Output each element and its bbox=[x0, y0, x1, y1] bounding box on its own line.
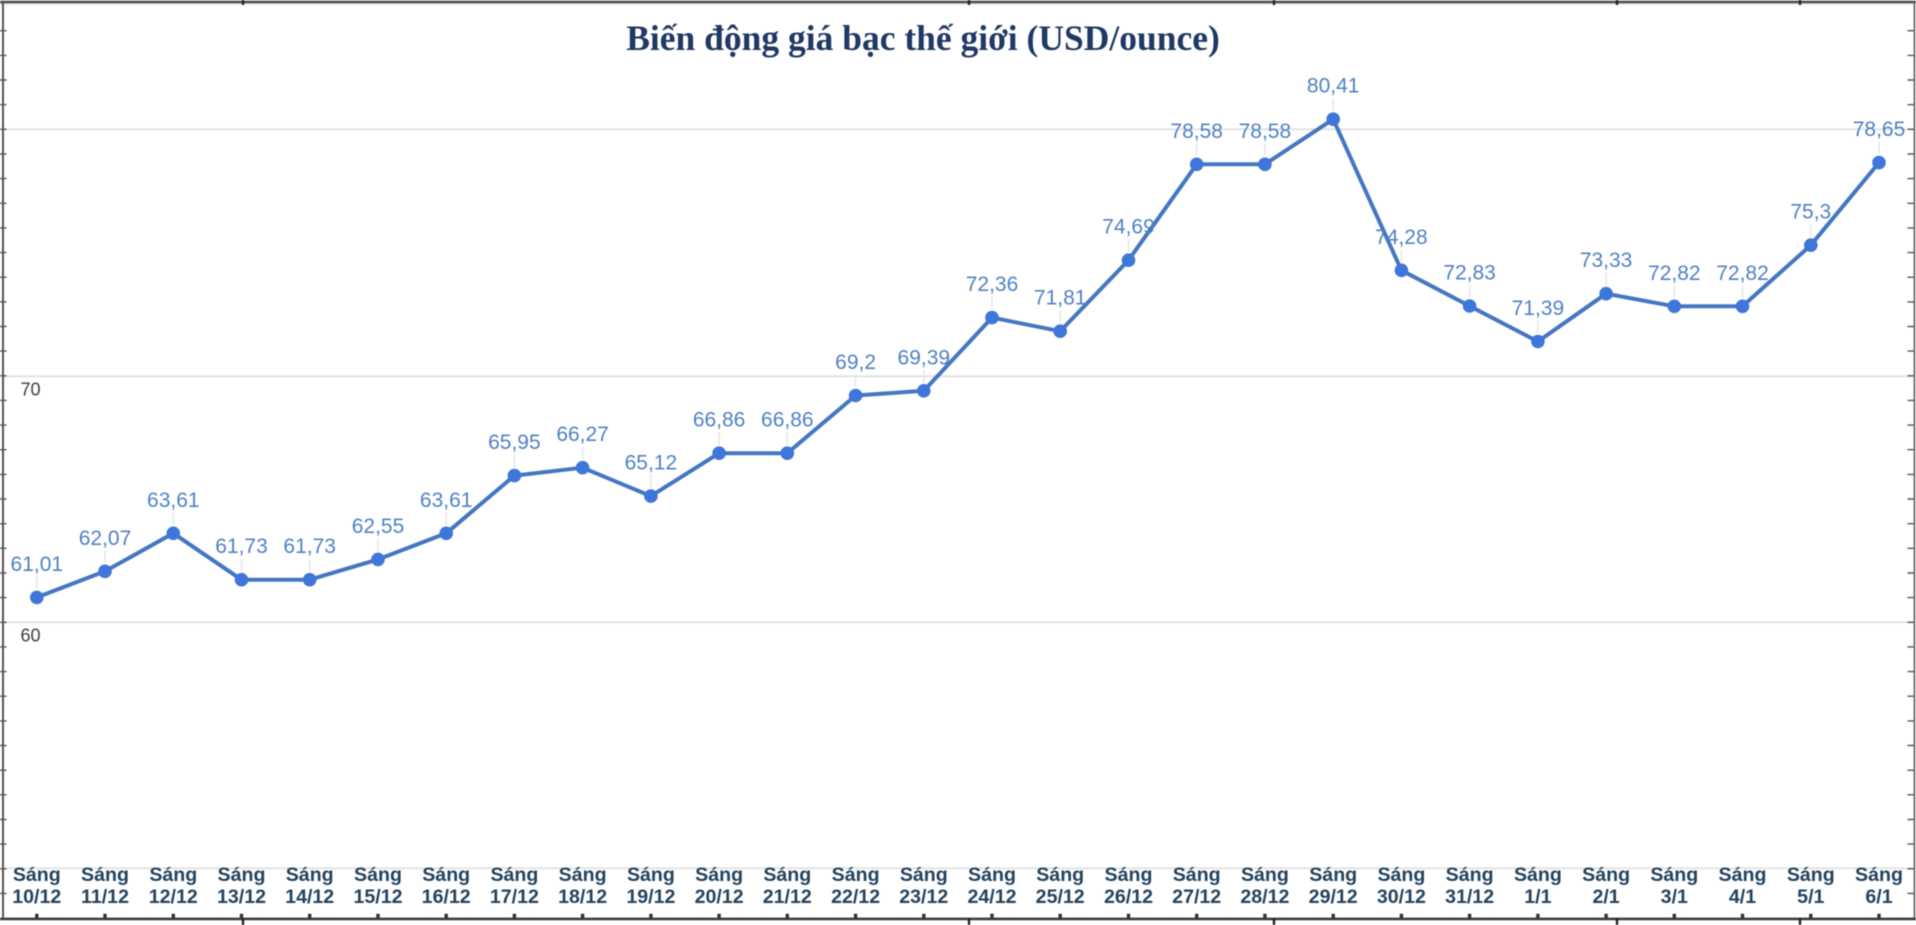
svg-text:18/12: 18/12 bbox=[558, 886, 607, 908]
svg-text:2/1: 2/1 bbox=[1592, 886, 1619, 908]
svg-text:Sáng: Sáng bbox=[559, 864, 607, 886]
svg-text:69,2: 69,2 bbox=[835, 351, 876, 374]
svg-text:Sáng: Sáng bbox=[1105, 864, 1153, 886]
svg-text:3/1: 3/1 bbox=[1661, 886, 1688, 908]
svg-text:5/1: 5/1 bbox=[1797, 886, 1824, 908]
svg-text:Sáng: Sáng bbox=[81, 864, 129, 886]
svg-text:75,3: 75,3 bbox=[1790, 201, 1831, 224]
svg-text:Sáng: Sáng bbox=[490, 864, 538, 886]
svg-text:Sáng: Sáng bbox=[968, 864, 1016, 886]
svg-text:71,81: 71,81 bbox=[1034, 287, 1087, 310]
svg-text:Sáng: Sáng bbox=[1309, 864, 1357, 886]
svg-text:63,61: 63,61 bbox=[420, 489, 473, 512]
svg-text:74,69: 74,69 bbox=[1102, 216, 1155, 239]
svg-text:Sáng: Sáng bbox=[422, 864, 470, 886]
svg-text:80,41: 80,41 bbox=[1307, 75, 1360, 98]
svg-text:Sáng: Sáng bbox=[1241, 864, 1289, 886]
svg-text:20/12: 20/12 bbox=[695, 886, 744, 908]
svg-text:4/1: 4/1 bbox=[1729, 886, 1756, 908]
svg-text:61,73: 61,73 bbox=[215, 535, 268, 558]
svg-text:Sáng: Sáng bbox=[1650, 864, 1698, 886]
svg-text:Sáng: Sáng bbox=[900, 864, 948, 886]
svg-text:62,55: 62,55 bbox=[352, 515, 405, 538]
svg-text:Sáng: Sáng bbox=[695, 864, 743, 886]
svg-text:27/12: 27/12 bbox=[1172, 886, 1221, 908]
svg-text:13/12: 13/12 bbox=[217, 886, 266, 908]
svg-text:Sáng: Sáng bbox=[354, 864, 402, 886]
svg-text:Sáng: Sáng bbox=[286, 864, 334, 886]
svg-text:69,39: 69,39 bbox=[898, 346, 951, 369]
svg-text:6/1: 6/1 bbox=[1865, 886, 1892, 908]
svg-text:66,86: 66,86 bbox=[693, 409, 746, 432]
svg-text:11/12: 11/12 bbox=[81, 886, 129, 908]
svg-text:26/12: 26/12 bbox=[1104, 886, 1153, 908]
svg-text:Sáng: Sáng bbox=[627, 864, 675, 886]
svg-text:61,73: 61,73 bbox=[283, 535, 336, 558]
svg-text:16/12: 16/12 bbox=[422, 886, 471, 908]
svg-text:65,95: 65,95 bbox=[488, 431, 541, 454]
svg-text:Biến động giá bạc thế giới (US: Biến động giá bạc thế giới (USD/ounce) bbox=[626, 18, 1220, 58]
svg-text:72,82: 72,82 bbox=[1648, 262, 1701, 285]
svg-text:70: 70 bbox=[21, 380, 41, 400]
svg-text:28/12: 28/12 bbox=[1240, 886, 1289, 908]
svg-text:65,12: 65,12 bbox=[625, 452, 678, 475]
svg-text:61,01: 61,01 bbox=[11, 553, 64, 576]
svg-text:24/12: 24/12 bbox=[967, 886, 1016, 908]
svg-text:29/12: 29/12 bbox=[1309, 886, 1358, 908]
svg-text:23/12: 23/12 bbox=[899, 886, 948, 908]
svg-text:Sáng: Sáng bbox=[218, 864, 266, 886]
svg-text:63,61: 63,61 bbox=[147, 489, 200, 512]
svg-text:31/12: 31/12 bbox=[1445, 886, 1494, 908]
svg-text:Sáng: Sáng bbox=[1719, 864, 1767, 886]
svg-text:Sáng: Sáng bbox=[1446, 864, 1494, 886]
svg-text:Sáng: Sáng bbox=[13, 864, 61, 886]
svg-text:74,28: 74,28 bbox=[1375, 226, 1428, 249]
svg-text:Sáng: Sáng bbox=[1173, 864, 1221, 886]
svg-text:78,65: 78,65 bbox=[1853, 118, 1906, 141]
svg-text:Sáng: Sáng bbox=[1036, 864, 1084, 886]
svg-text:17/12: 17/12 bbox=[490, 886, 539, 908]
svg-text:Sáng: Sáng bbox=[832, 864, 880, 886]
svg-text:78,58: 78,58 bbox=[1239, 120, 1292, 143]
svg-text:71,39: 71,39 bbox=[1512, 297, 1565, 320]
svg-text:30/12: 30/12 bbox=[1377, 886, 1426, 908]
svg-text:21/12: 21/12 bbox=[763, 886, 812, 908]
svg-text:66,27: 66,27 bbox=[556, 423, 609, 446]
svg-text:66,86: 66,86 bbox=[761, 409, 814, 432]
svg-text:60: 60 bbox=[21, 626, 41, 646]
svg-text:73,33: 73,33 bbox=[1580, 249, 1633, 272]
svg-text:Sáng: Sáng bbox=[1787, 864, 1835, 886]
svg-text:22/12: 22/12 bbox=[831, 886, 880, 908]
svg-text:10/12: 10/12 bbox=[12, 886, 61, 908]
svg-text:15/12: 15/12 bbox=[353, 886, 402, 908]
svg-text:62,07: 62,07 bbox=[79, 527, 132, 550]
svg-text:78,58: 78,58 bbox=[1170, 120, 1223, 143]
svg-text:1/1: 1/1 bbox=[1524, 886, 1551, 908]
svg-text:Sáng: Sáng bbox=[149, 864, 197, 886]
svg-text:12/12: 12/12 bbox=[149, 886, 198, 908]
svg-text:Sáng: Sáng bbox=[1514, 864, 1562, 886]
svg-text:72,82: 72,82 bbox=[1716, 262, 1769, 285]
svg-text:72,83: 72,83 bbox=[1443, 262, 1496, 285]
svg-text:19/12: 19/12 bbox=[626, 886, 675, 908]
svg-text:14/12: 14/12 bbox=[285, 886, 334, 908]
svg-text:Sáng: Sáng bbox=[1377, 864, 1425, 886]
svg-text:Sáng: Sáng bbox=[763, 864, 811, 886]
svg-text:72,36: 72,36 bbox=[966, 273, 1019, 296]
svg-text:Sáng: Sáng bbox=[1855, 864, 1903, 886]
svg-text:25/12: 25/12 bbox=[1036, 886, 1085, 908]
svg-text:Sáng: Sáng bbox=[1582, 864, 1630, 886]
